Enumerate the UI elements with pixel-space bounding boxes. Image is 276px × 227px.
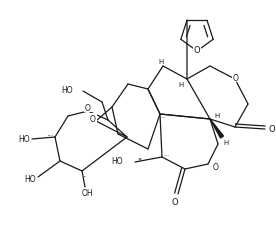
Text: ···: ··· <box>46 132 54 141</box>
Text: ···: ··· <box>163 153 169 158</box>
Text: ·: · <box>83 171 87 181</box>
Text: OH: OH <box>81 189 93 198</box>
Text: ": " <box>137 157 141 166</box>
Text: O: O <box>85 103 91 112</box>
Text: H: H <box>178 82 184 88</box>
Text: HO: HO <box>61 85 73 94</box>
Text: H: H <box>214 113 220 118</box>
Text: HO: HO <box>112 156 123 165</box>
Text: HO: HO <box>24 174 36 183</box>
Text: O: O <box>172 198 178 207</box>
Text: O: O <box>194 45 200 54</box>
Text: O: O <box>233 73 239 82</box>
Text: O: O <box>269 125 275 134</box>
Text: HO: HO <box>18 134 30 143</box>
Text: O: O <box>213 163 219 172</box>
Polygon shape <box>210 119 224 138</box>
Text: O: O <box>90 114 96 123</box>
Text: H: H <box>158 59 164 65</box>
Text: ···: ··· <box>159 115 165 120</box>
Text: H: H <box>223 139 229 145</box>
